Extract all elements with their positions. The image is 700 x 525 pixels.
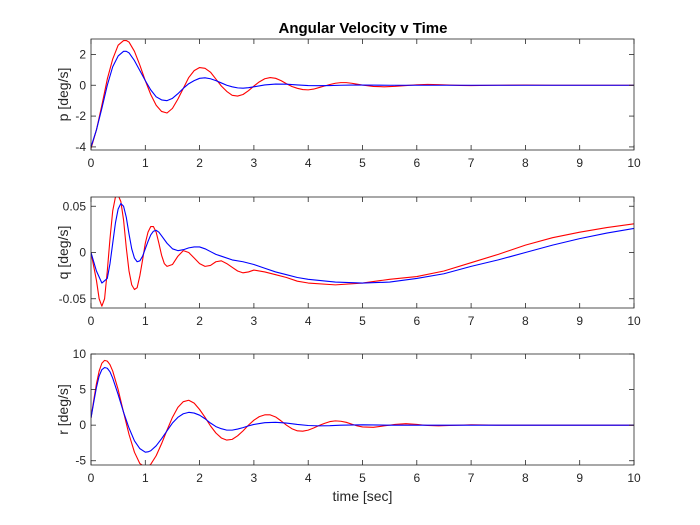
x-tick-label: 5	[359, 314, 366, 328]
x-tick-label: 9	[576, 314, 583, 328]
x-tick-label: 10	[627, 314, 641, 328]
y-axis-label: r [deg/s]	[55, 384, 71, 435]
x-tick-label: 10	[627, 156, 641, 170]
x-tick-label: 1	[142, 156, 149, 170]
x-tick-label: 8	[522, 314, 529, 328]
x-tick-label: 3	[251, 471, 258, 485]
x-tick-label: 6	[413, 314, 420, 328]
x-tick-label: 1	[142, 471, 149, 485]
y-tick-label: -0.05	[59, 292, 87, 306]
x-tick-label: 2	[196, 156, 203, 170]
series-line-blue	[91, 366, 634, 453]
x-tick-label: 8	[522, 471, 529, 485]
x-tick-label: 2	[196, 314, 203, 328]
x-tick-label: 1	[142, 314, 149, 328]
y-tick-label: 0	[79, 78, 86, 92]
y-tick-label: 2	[79, 47, 86, 61]
y-axis-label: p [deg/s]	[55, 68, 71, 122]
x-tick-label: 6	[413, 156, 420, 170]
y-axis-label: q [deg/s]	[55, 226, 71, 280]
x-tick-label: 9	[576, 156, 583, 170]
x-tick-label: 4	[305, 471, 312, 485]
series-line-blue	[91, 50, 634, 148]
x-tick-label: 5	[359, 471, 366, 485]
x-tick-label: 5	[359, 156, 366, 170]
y-tick-label: 0.05	[63, 199, 87, 213]
x-tick-label: 2	[196, 471, 203, 485]
x-tick-label: 7	[468, 156, 475, 170]
x-tick-label: 7	[468, 471, 475, 485]
subplot-1: 0 1 2 3 4 5 6 7 8 9 10 -4 -2 0 2 p [deg/s]	[55, 38, 641, 170]
figure-title: Angular Velocity v Time	[279, 20, 448, 37]
y-tick-label: 0	[79, 418, 86, 432]
x-tick-label: 4	[305, 314, 312, 328]
y-tick-label: -5	[75, 454, 86, 468]
x-axis-label: time [sec]	[333, 488, 393, 504]
y-tick-label: 5	[79, 383, 86, 397]
x-tick-label: 0	[88, 156, 95, 170]
series-line-red	[91, 359, 634, 465]
y-tick-label: 10	[73, 347, 87, 361]
x-tick-label: 6	[413, 471, 420, 485]
y-tick-label: -2	[75, 109, 86, 123]
x-tick-label: 9	[576, 471, 583, 485]
x-tick-label: 3	[251, 314, 258, 328]
series-line-blue	[91, 202, 634, 284]
x-tick-label: 3	[251, 156, 258, 170]
x-tick-label: 4	[305, 156, 312, 170]
y-tick-label: 0	[79, 246, 86, 260]
x-tick-label: 8	[522, 156, 529, 170]
y-tick-label: -4	[75, 140, 86, 154]
x-tick-label: 0	[88, 471, 95, 485]
x-tick-label: 7	[468, 314, 475, 328]
x-tick-label: 0	[88, 314, 95, 328]
x-tick-label: 10	[627, 471, 641, 485]
